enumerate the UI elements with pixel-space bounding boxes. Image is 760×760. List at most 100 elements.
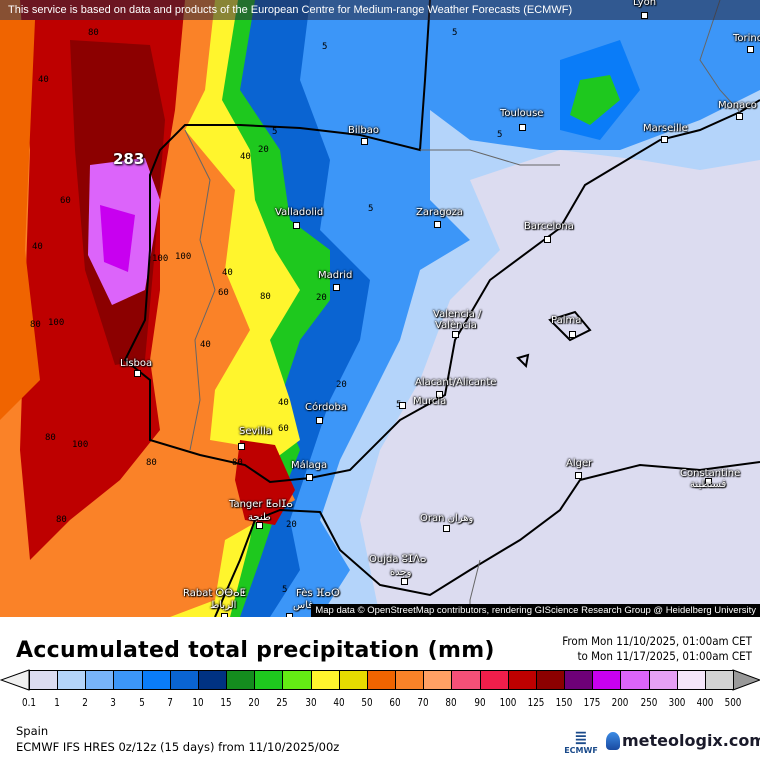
city-marker: [333, 284, 340, 291]
legend-tick-label: 150: [555, 696, 573, 709]
coastlines: [123, 0, 760, 617]
legend-tick-label: 100: [499, 696, 517, 709]
contour-label: 40: [222, 268, 233, 278]
date-from: From Mon 11/10/2025, 01:00am CET: [562, 634, 752, 648]
city-label-oujda: Oujda ⵓⵊⴷⴰ: [369, 554, 427, 565]
legend-swatch: [113, 670, 143, 690]
city-label-murcia: Murcia: [413, 396, 447, 407]
city-label-rabat-arabic: الرباط: [210, 600, 237, 611]
contour-label: 20: [286, 520, 297, 530]
legend-tick-label: 3: [110, 696, 117, 709]
legend-swatch: [423, 670, 453, 690]
legend-tick-label: 10: [192, 696, 204, 709]
legend-swatch: [564, 670, 594, 690]
city-label-tanger: Tanger ⵟⴰⵏⵊⴰ: [229, 499, 293, 510]
legend-tick-label: 175: [583, 696, 601, 709]
legend-swatch: [648, 670, 678, 690]
meteologix-logo[interactable]: meteologix.com: [606, 731, 760, 750]
city-marker: [399, 402, 406, 409]
contour-label: 40: [38, 75, 49, 85]
city-label-valencia: Valencia /: [433, 309, 482, 320]
contour-label: 100: [48, 318, 65, 328]
city-marker: [238, 443, 245, 450]
city-marker: [747, 46, 754, 53]
city-marker: [286, 613, 293, 617]
city-label-malaga: Málaga: [291, 460, 328, 471]
city-label-zaragoza: Zaragoza: [416, 207, 464, 218]
contour-label: 5: [322, 42, 328, 52]
legend-swatch: [85, 670, 115, 690]
legend-tick-label: 15: [220, 696, 232, 709]
color-legend: 0.1 1 2 3 5 7 10 15 20 25 30 40 50 60 70 80 90 100 125 150 1…: [0, 668, 760, 718]
contour-label: 80: [88, 28, 99, 38]
city-label-fes-arabic: فاس: [293, 600, 314, 611]
legend-tick-label: 125: [527, 696, 545, 709]
legend-tick-label: 5: [138, 696, 145, 709]
contour-label: 40: [32, 242, 43, 252]
date-to: to Mon 11/17/2025, 01:00am CET: [577, 649, 752, 663]
city-marker: [434, 221, 441, 228]
city-label-madrid: Madrid: [318, 270, 353, 281]
city-label-tanger-arabic: طنجة: [248, 512, 271, 523]
legend-tick-label: 0.1: [22, 696, 36, 709]
city-marker: [293, 222, 300, 229]
city-label-fes: Fès ⴼⴰⵙ: [296, 588, 340, 599]
contour-label: 5: [282, 585, 288, 595]
contour-label: 80: [146, 458, 157, 468]
legend-swatch: [197, 670, 228, 690]
city-label-monaco: Monaco: [718, 100, 757, 111]
legend-swatch: [310, 670, 340, 690]
ecmwf-logo-text: ECMWF: [564, 746, 598, 755]
legend-tick-label: 50: [361, 696, 373, 709]
ecmwf-logo: ≣ ECMWF: [563, 730, 599, 756]
map-title: Accumulated total precipitation (mm): [16, 638, 495, 663]
contour-label: 80: [45, 433, 56, 443]
contour-label: 80: [56, 515, 67, 525]
legend-tick-label: 2: [82, 696, 89, 709]
city-marker: [316, 417, 323, 424]
city-marker: [544, 236, 551, 243]
city-label-oran: Oran وهران: [420, 513, 474, 524]
legend-swatch: [507, 670, 537, 690]
city-marker: [221, 613, 228, 617]
city-marker: [575, 472, 582, 479]
legend-swatch: [620, 670, 650, 690]
contour-label: 100: [175, 252, 192, 262]
city-label-constantine: Constantine: [680, 468, 741, 479]
balearic-menorca: [516, 353, 530, 369]
contour-label: 100: [152, 254, 169, 264]
pyrenees-border: [420, 149, 560, 166]
city-label-oujda-arabic: وجدة: [390, 567, 412, 578]
legend-tick-label: 60: [389, 696, 401, 709]
city-marker: [705, 478, 712, 485]
city-label-sevilla: Sevilla: [239, 426, 272, 437]
legend-swatch: [535, 670, 566, 690]
borders: [184, 0, 741, 617]
region-label: Spain: [16, 724, 49, 738]
legend-tick-label: 90: [473, 696, 486, 709]
legend-tick-label: 400: [696, 696, 714, 709]
france-italy-border: [699, 0, 741, 113]
contour-label: 5: [368, 204, 374, 214]
precipitation-map[interactable]: This service is based on data and produc…: [0, 0, 760, 617]
contour-label: 100: [72, 440, 89, 450]
contour-label: 60: [218, 288, 229, 298]
city-label-rabat: Rabat ⵔⴱⴰⵟ: [183, 588, 246, 599]
city-label-marseille: Marseille: [643, 123, 688, 134]
legend-swatch: [282, 670, 312, 690]
city-label-alger: Alger: [566, 458, 593, 469]
date-range: From Mon 11/10/2025, 01:00am CET to Mon …: [562, 634, 752, 664]
city-marker: [443, 525, 450, 532]
meteologix-brand: meteologix.com: [622, 731, 760, 750]
field-magenta: [100, 205, 135, 272]
contour-label: 80: [30, 320, 41, 330]
legend-swatch: [451, 670, 481, 690]
contour-label: 20: [336, 380, 347, 390]
legend-tick-label: 250: [640, 696, 657, 709]
city-label-valladolid: Valladolid: [275, 207, 324, 218]
legend-tick-label: 80: [445, 696, 457, 709]
field-red-gibraltar: [235, 440, 295, 525]
city-label-palma: Palma: [551, 315, 582, 326]
city-marker: [641, 12, 648, 19]
contour-label: 80: [232, 458, 243, 468]
